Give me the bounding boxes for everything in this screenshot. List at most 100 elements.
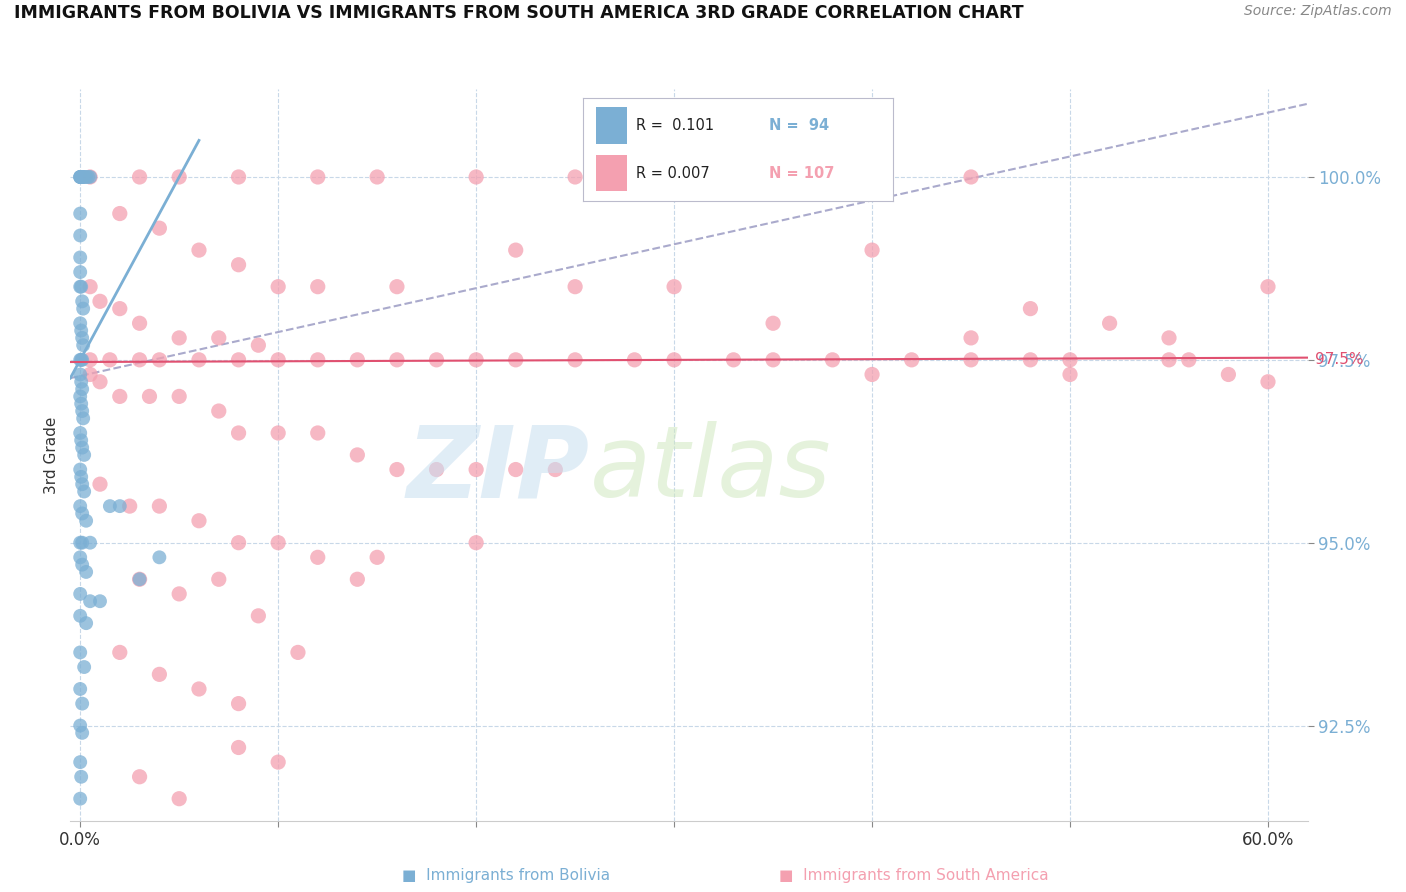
- Point: [307, 279, 329, 293]
- Point: [307, 550, 329, 565]
- Point: [228, 740, 250, 755]
- Point: [70, 169, 93, 184]
- Point: [821, 352, 844, 367]
- Point: [167, 169, 190, 184]
- Point: [762, 352, 785, 367]
- Point: [267, 755, 290, 769]
- Point: [69, 645, 91, 659]
- Point: [188, 514, 211, 528]
- Point: [1019, 301, 1042, 316]
- Point: [70, 352, 93, 367]
- Point: [307, 352, 329, 367]
- Point: [70, 535, 93, 549]
- Point: [79, 352, 101, 367]
- Point: [72, 338, 94, 352]
- Point: [1157, 331, 1180, 345]
- Point: [73, 448, 96, 462]
- Point: [69, 352, 91, 367]
- Point: [148, 352, 170, 367]
- Point: [69, 316, 91, 330]
- Point: [128, 169, 150, 184]
- Point: [960, 352, 983, 367]
- Point: [70, 397, 93, 411]
- Point: [1019, 352, 1042, 367]
- Point: [98, 352, 121, 367]
- Point: [208, 404, 231, 418]
- Point: [366, 550, 388, 565]
- Point: [148, 499, 170, 513]
- Point: [70, 441, 93, 455]
- Point: [662, 352, 685, 367]
- Point: [188, 352, 211, 367]
- Point: [77, 169, 100, 184]
- Point: [860, 243, 883, 257]
- Point: [385, 279, 408, 293]
- Point: [70, 697, 93, 711]
- Point: [69, 550, 91, 565]
- Point: [79, 169, 101, 184]
- Point: [69, 228, 91, 243]
- Point: [623, 352, 645, 367]
- Point: [70, 279, 93, 293]
- Point: [148, 221, 170, 235]
- Point: [89, 594, 111, 608]
- Point: [69, 389, 91, 403]
- Point: [70, 331, 93, 345]
- Text: ZIP: ZIP: [406, 421, 591, 518]
- Point: [70, 404, 93, 418]
- Point: [1098, 316, 1121, 330]
- Point: [98, 499, 121, 513]
- Point: [70, 470, 93, 484]
- Point: [1157, 352, 1180, 367]
- Point: [79, 535, 101, 549]
- Point: [188, 243, 211, 257]
- Point: [89, 375, 111, 389]
- Point: [72, 301, 94, 316]
- Point: [366, 169, 388, 184]
- Point: [267, 279, 290, 293]
- Y-axis label: 3rd Grade: 3rd Grade: [44, 417, 59, 493]
- Point: [70, 382, 93, 396]
- Point: [108, 389, 131, 403]
- Point: [228, 258, 250, 272]
- Point: [70, 375, 93, 389]
- Point: [69, 425, 91, 440]
- Point: [128, 316, 150, 330]
- Point: [70, 558, 93, 572]
- Point: [505, 462, 527, 476]
- Point: [346, 572, 368, 586]
- Point: [89, 294, 111, 309]
- Text: atlas: atlas: [591, 421, 831, 518]
- Point: [662, 279, 685, 293]
- Point: [69, 206, 91, 220]
- Point: [70, 434, 93, 448]
- Point: [69, 681, 91, 696]
- Point: [267, 352, 290, 367]
- Point: [188, 681, 211, 696]
- Point: [762, 169, 785, 184]
- Point: [69, 718, 91, 732]
- Point: [70, 169, 93, 184]
- Point: [228, 425, 250, 440]
- Point: [1218, 368, 1240, 382]
- Point: [128, 352, 150, 367]
- Point: [118, 499, 141, 513]
- Text: N =  94: N = 94: [769, 119, 830, 133]
- Point: [208, 572, 231, 586]
- Point: [79, 169, 101, 184]
- Point: [167, 587, 190, 601]
- Text: R = 0.007: R = 0.007: [636, 166, 710, 180]
- Point: [465, 352, 488, 367]
- Point: [69, 462, 91, 476]
- Point: [148, 667, 170, 681]
- Point: [465, 169, 488, 184]
- Point: [1257, 375, 1279, 389]
- Point: [69, 169, 91, 184]
- Point: [425, 462, 447, 476]
- Point: [564, 169, 586, 184]
- Point: [465, 462, 488, 476]
- Point: [960, 169, 983, 184]
- Point: [89, 477, 111, 491]
- Point: [465, 535, 488, 549]
- Point: [70, 294, 93, 309]
